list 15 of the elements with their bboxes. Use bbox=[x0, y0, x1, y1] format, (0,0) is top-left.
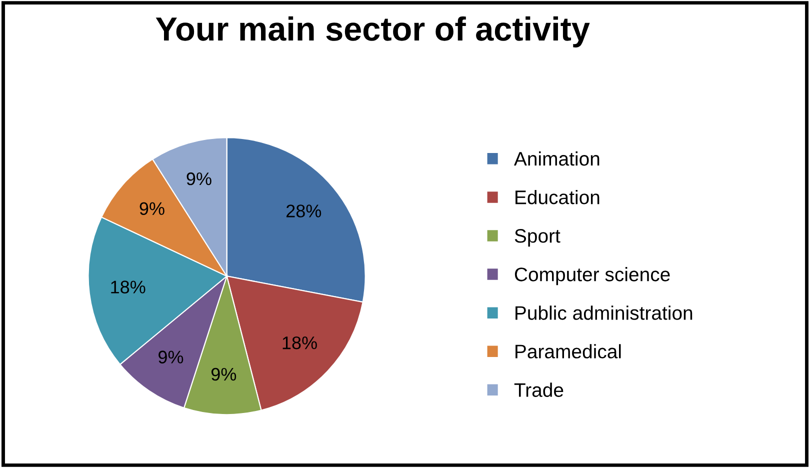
legend-label: Trade bbox=[514, 382, 564, 397]
data-label: 18% bbox=[282, 336, 317, 350]
data-label: 9% bbox=[186, 172, 212, 186]
data-label: 28% bbox=[286, 204, 322, 218]
data-label: 9% bbox=[158, 350, 184, 364]
legend-label: Education bbox=[516, 190, 600, 204]
legend-label: Paramedical bbox=[516, 344, 621, 358]
legend-label: Animation bbox=[514, 151, 600, 166]
data-label: 9% bbox=[211, 368, 236, 381]
legend-label: Public administration bbox=[516, 306, 692, 320]
data-label: 9% bbox=[140, 202, 164, 216]
data-label: 18% bbox=[111, 280, 146, 294]
chart-title: Your main sector of activity bbox=[156, 16, 590, 48]
legend-label: Sport bbox=[514, 229, 560, 247]
legend-label: Computer science bbox=[514, 267, 670, 286]
